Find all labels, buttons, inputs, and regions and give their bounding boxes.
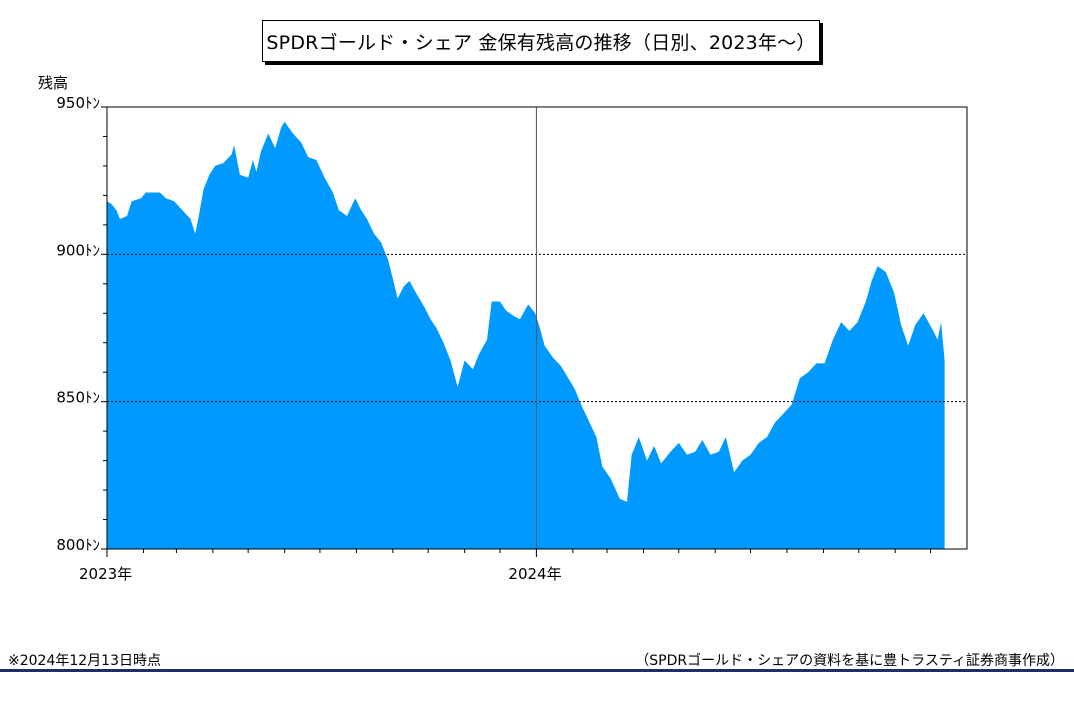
- footnote: ※2024年12月13日時点: [8, 653, 161, 669]
- y-tick-label: 950ﾄﾝ: [56, 94, 100, 112]
- x-tick-label: 2023年: [79, 565, 132, 583]
- y-axis-title: 残高: [38, 74, 68, 92]
- chart-title: SPDRゴールド・シェア 金保有残高の推移（日別、2023年～）: [262, 20, 820, 62]
- plot-frame: [106, 106, 968, 550]
- x-tick-label: 2024年: [508, 565, 561, 583]
- series-area-0: [107, 121, 945, 549]
- source-note: （SPDRゴールド・シェアの資料を基に豊トラスティ証券商事作成）: [635, 653, 1064, 669]
- y-tick-label: 900ﾄﾝ: [56, 241, 100, 259]
- y-tick-label: 800ﾄﾝ: [56, 536, 100, 554]
- y-tick-label: 850ﾄﾝ: [56, 389, 100, 407]
- bottom-rule: [0, 669, 1074, 672]
